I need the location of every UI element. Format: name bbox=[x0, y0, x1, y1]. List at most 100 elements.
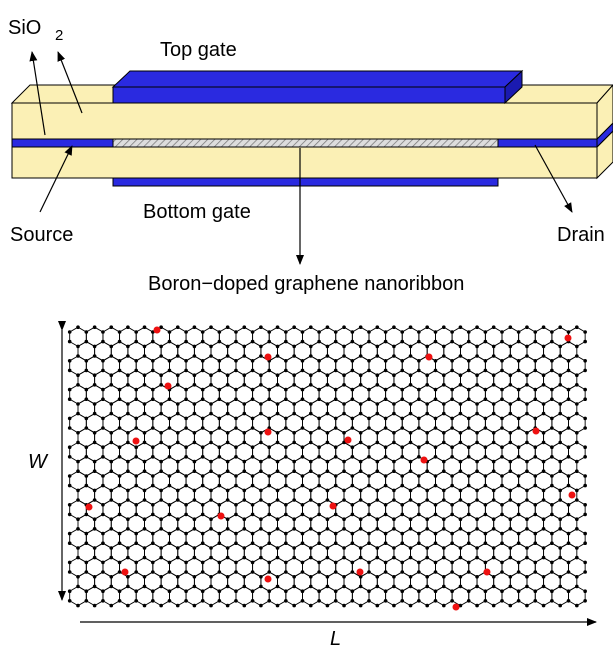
atom bbox=[475, 383, 479, 387]
atom bbox=[475, 345, 479, 349]
atom bbox=[134, 532, 138, 536]
hexagon bbox=[386, 586, 403, 605]
atom bbox=[351, 445, 355, 449]
atom bbox=[575, 441, 579, 445]
atom bbox=[359, 469, 363, 473]
atom bbox=[151, 340, 155, 344]
atom bbox=[509, 354, 513, 358]
atom bbox=[251, 513, 255, 517]
atom bbox=[500, 340, 504, 344]
atom bbox=[409, 412, 413, 416]
atom bbox=[583, 330, 587, 334]
atom bbox=[242, 556, 246, 560]
atom bbox=[500, 589, 504, 593]
atom bbox=[517, 541, 521, 545]
atom bbox=[226, 585, 230, 589]
atom bbox=[492, 441, 496, 445]
atom bbox=[242, 517, 246, 521]
atom bbox=[193, 325, 197, 329]
atom bbox=[326, 517, 330, 521]
atom bbox=[442, 585, 446, 589]
atom bbox=[484, 513, 488, 517]
atom bbox=[359, 575, 363, 579]
atom bbox=[126, 517, 130, 521]
atom bbox=[126, 441, 130, 445]
atom bbox=[459, 460, 463, 464]
atom bbox=[118, 561, 122, 565]
atom bbox=[409, 460, 413, 464]
atom bbox=[400, 561, 404, 565]
atom bbox=[467, 426, 471, 430]
atom bbox=[392, 585, 396, 589]
atom bbox=[267, 330, 271, 334]
atom bbox=[226, 556, 230, 560]
atom bbox=[542, 527, 546, 531]
atom bbox=[533, 503, 537, 507]
atom bbox=[143, 441, 147, 445]
atom bbox=[251, 359, 255, 363]
atom bbox=[76, 556, 80, 560]
atom bbox=[201, 397, 205, 401]
atom bbox=[151, 455, 155, 459]
atom bbox=[442, 489, 446, 493]
atom bbox=[193, 345, 197, 349]
atom bbox=[292, 383, 296, 387]
atom bbox=[567, 484, 571, 488]
atom bbox=[68, 503, 72, 507]
atom bbox=[317, 570, 321, 574]
atom bbox=[168, 397, 172, 401]
atom bbox=[342, 556, 346, 560]
atom bbox=[558, 325, 562, 329]
atom bbox=[351, 397, 355, 401]
atom bbox=[384, 455, 388, 459]
atom bbox=[450, 426, 454, 430]
atom bbox=[201, 599, 205, 603]
atom bbox=[209, 604, 213, 608]
atom bbox=[284, 397, 288, 401]
atom bbox=[459, 575, 463, 579]
atom bbox=[193, 354, 197, 358]
hexagon bbox=[86, 586, 103, 605]
atom bbox=[475, 546, 479, 550]
atom bbox=[542, 556, 546, 560]
atom bbox=[68, 417, 72, 421]
atom bbox=[400, 532, 404, 536]
hexagon bbox=[369, 586, 386, 605]
label: Boron−doped graphene nanoribbon bbox=[148, 273, 464, 295]
atom bbox=[143, 546, 147, 550]
atom bbox=[509, 517, 513, 521]
atom bbox=[459, 556, 463, 560]
atom bbox=[542, 441, 546, 445]
atom bbox=[93, 354, 97, 358]
atom bbox=[234, 388, 238, 392]
atom bbox=[301, 388, 305, 392]
atom bbox=[184, 445, 188, 449]
hexagon bbox=[469, 586, 486, 605]
atom bbox=[126, 325, 130, 329]
atom bbox=[509, 402, 513, 406]
boron-dopant bbox=[569, 492, 576, 499]
atom bbox=[284, 589, 288, 593]
atom bbox=[168, 599, 172, 603]
atom bbox=[101, 426, 105, 430]
atom bbox=[417, 359, 421, 363]
atom bbox=[467, 445, 471, 449]
atom bbox=[242, 460, 246, 464]
atom bbox=[417, 474, 421, 478]
atom bbox=[284, 417, 288, 421]
atom bbox=[276, 556, 280, 560]
atom bbox=[425, 575, 429, 579]
atom bbox=[292, 527, 296, 531]
atom bbox=[159, 498, 163, 502]
atom bbox=[193, 402, 197, 406]
atom bbox=[525, 556, 529, 560]
atom bbox=[118, 589, 122, 593]
atom bbox=[392, 556, 396, 560]
atom bbox=[93, 431, 97, 435]
atom bbox=[292, 585, 296, 589]
top-gate-top bbox=[113, 71, 522, 87]
atom bbox=[417, 532, 421, 536]
atom bbox=[550, 532, 554, 536]
atom bbox=[434, 340, 438, 344]
atom bbox=[151, 388, 155, 392]
